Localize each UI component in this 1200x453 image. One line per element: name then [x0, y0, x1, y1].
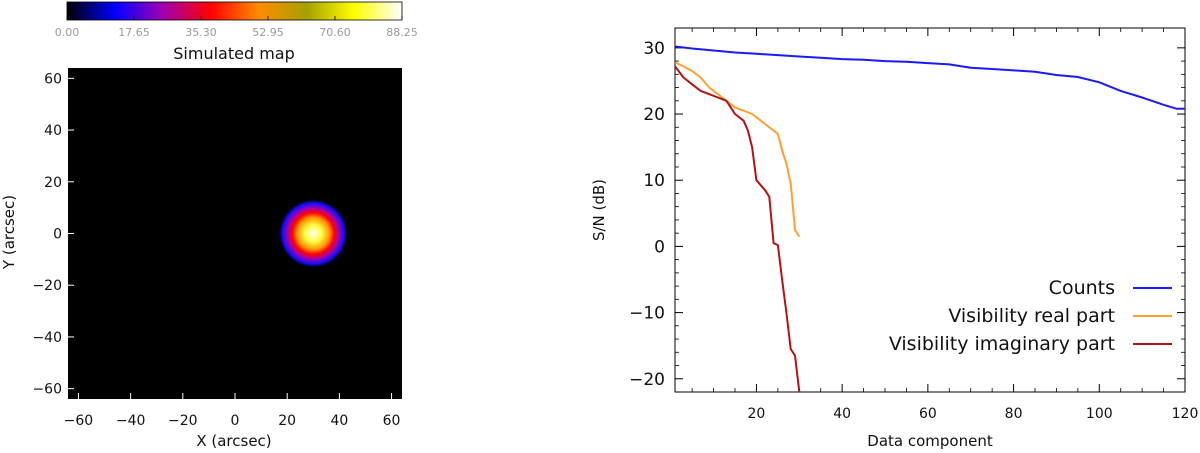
line-x-tick-label: 60 — [919, 406, 937, 422]
colorbar-tick-label: 88.25 — [386, 26, 418, 39]
map-y-tick-label: −20 — [32, 278, 62, 294]
line-x-tick-label: 100 — [1086, 406, 1113, 422]
series-line-1 — [675, 61, 801, 238]
legend: Counts Visibility real part Visibility ima… — [889, 277, 1172, 355]
line-y-tick-label: 30 — [643, 39, 665, 59]
map-y-tick-label: −40 — [32, 330, 62, 346]
colorbar-tick-label: 52.95 — [252, 26, 284, 39]
colorbar — [66, 1, 403, 21]
line-x-tick-label: 120 — [1172, 406, 1199, 422]
map-x-tick-label: 60 — [383, 413, 401, 429]
line-panel: 20 40 60 80 100 120 −20 −10 0 10 20 30 Counts Visibi… — [590, 27, 1198, 450]
line-y-label: S/N (dB) — [590, 179, 608, 241]
map-y-tick-label: −60 — [32, 382, 62, 398]
map-y-tick-label: 0 — [53, 227, 62, 243]
map-y-label: Y (arcsec) — [0, 195, 18, 270]
heatmap-panel: 0.00 17.65 35.30 52.95 70.60 88.25 Simulated … — [0, 1, 418, 450]
colorbar-tick-label: 70.60 — [319, 26, 351, 39]
map-axis-ticks: −60 −40 −20 0 20 40 60 −60 −40 −20 0 20 40 60 — [32, 71, 400, 429]
line-x-tick-label: 40 — [833, 406, 851, 422]
line-x-tick-label: 20 — [748, 406, 766, 422]
line-axis-ticks: 20 40 60 80 100 120 −20 −10 0 10 20 30 — [629, 28, 1198, 422]
series-line-0 — [675, 45, 1185, 110]
map-x-label: X (arcsec) — [196, 432, 271, 450]
legend-label-0: Counts — [1049, 277, 1115, 299]
map-x-tick-label: 20 — [278, 413, 296, 429]
line-x-label: Data component — [867, 432, 993, 450]
colorbar-ticks: 0.00 17.65 35.30 52.95 70.60 88.25 — [55, 16, 418, 39]
colorbar-tick-label: 17.65 — [118, 26, 150, 39]
colorbar-tick-label: 35.30 — [185, 26, 217, 39]
legend-label-2: Visibility imaginary part — [889, 333, 1115, 355]
map-y-tick-label: 60 — [44, 71, 62, 87]
map-y-tick-label: 40 — [44, 123, 62, 139]
plot-frame — [674, 27, 1186, 393]
map-y-tick-label: 20 — [44, 175, 62, 191]
series-layer — [675, 45, 1185, 392]
legend-label-1: Visibility real part — [948, 305, 1115, 327]
map-x-tick-label: −40 — [116, 413, 146, 429]
line-y-tick-label: −20 — [629, 370, 665, 390]
line-x-tick-label: 80 — [1005, 406, 1023, 422]
colorbar-tick-label: 0.00 — [55, 26, 80, 39]
series-line-2 — [675, 65, 801, 392]
map-x-tick-label: 40 — [330, 413, 348, 429]
map-x-tick-label: −60 — [64, 413, 94, 429]
map-title: Simulated map — [173, 44, 294, 63]
line-y-tick-label: 0 — [654, 237, 665, 257]
source-blob — [279, 199, 348, 268]
line-y-tick-label: 10 — [643, 171, 665, 191]
line-y-tick-label: −10 — [629, 304, 665, 324]
line-y-tick-label: 20 — [643, 105, 665, 125]
map-x-tick-label: −20 — [168, 413, 198, 429]
map-x-tick-label: 0 — [231, 413, 240, 429]
map-image — [68, 68, 402, 399]
